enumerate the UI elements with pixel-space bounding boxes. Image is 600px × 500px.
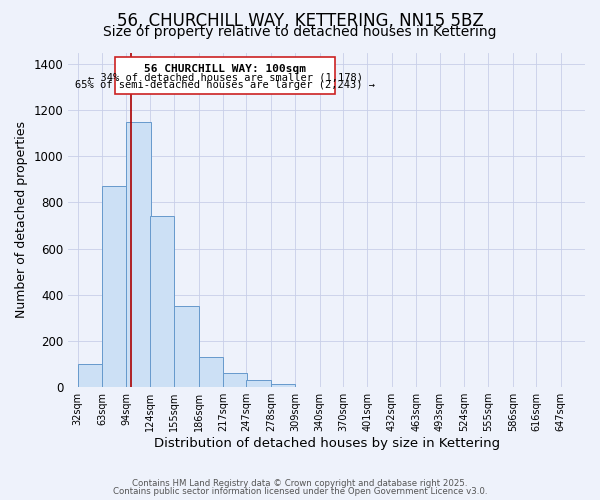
- X-axis label: Distribution of detached houses by size in Kettering: Distribution of detached houses by size …: [154, 437, 500, 450]
- Bar: [271, 384, 295, 387]
- Text: Contains public sector information licensed under the Open Government Licence v3: Contains public sector information licen…: [113, 487, 487, 496]
- Text: 56, CHURCHILL WAY, KETTERING, NN15 5BZ: 56, CHURCHILL WAY, KETTERING, NN15 5BZ: [116, 12, 484, 30]
- Bar: [126, 122, 151, 387]
- Bar: [77, 364, 102, 387]
- Bar: [102, 186, 126, 387]
- Text: 56 CHURCHILL WAY: 100sqm: 56 CHURCHILL WAY: 100sqm: [144, 64, 306, 74]
- Bar: [150, 216, 174, 387]
- Text: Contains HM Land Registry data © Crown copyright and database right 2025.: Contains HM Land Registry data © Crown c…: [132, 478, 468, 488]
- Text: ← 34% of detached houses are smaller (1,178): ← 34% of detached houses are smaller (1,…: [88, 72, 363, 82]
- Bar: [174, 306, 199, 387]
- Text: 65% of semi-detached houses are larger (2,243) →: 65% of semi-detached houses are larger (…: [75, 80, 375, 90]
- Bar: [247, 380, 271, 387]
- Text: Size of property relative to detached houses in Kettering: Size of property relative to detached ho…: [103, 25, 497, 39]
- FancyBboxPatch shape: [115, 57, 335, 94]
- Y-axis label: Number of detached properties: Number of detached properties: [15, 122, 28, 318]
- Bar: [199, 357, 223, 387]
- Bar: [223, 373, 247, 387]
